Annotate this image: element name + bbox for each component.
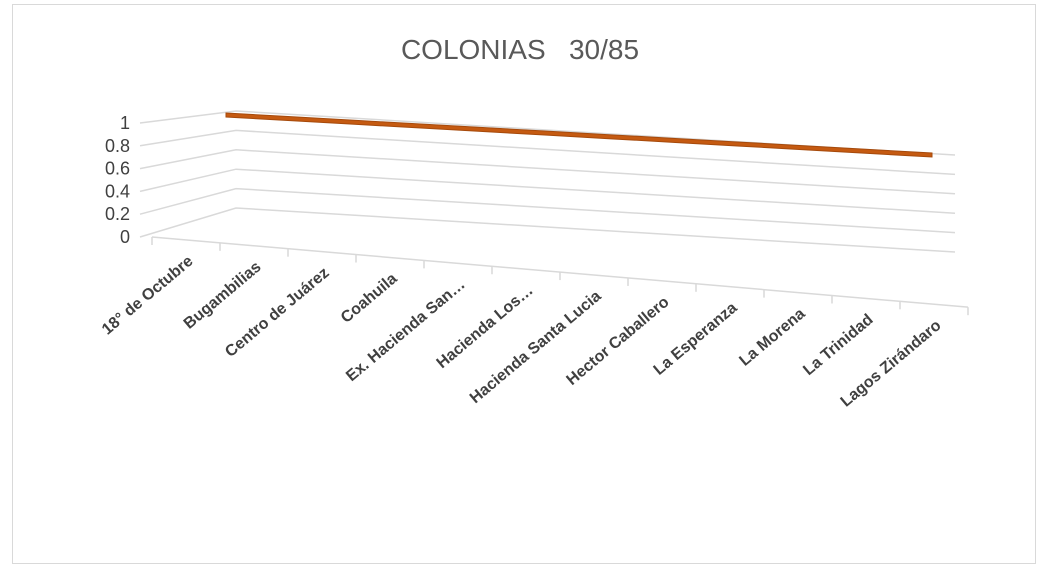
x-tick-label: Coahuila	[338, 270, 401, 327]
y-tick-label: 0.6	[105, 159, 130, 179]
gridline	[140, 189, 955, 233]
x-tick-label: 18° de Octubre	[99, 253, 197, 339]
gridline	[140, 130, 955, 174]
series-ribbon	[226, 113, 932, 157]
y-tick-label: 0.8	[105, 136, 130, 156]
y-tick-label: 0.4	[105, 181, 130, 201]
gridline	[140, 169, 955, 213]
y-tick-label: 0.2	[105, 204, 130, 224]
x-tick-label: La Morena	[736, 305, 808, 370]
series-line	[226, 113, 932, 157]
gridline	[140, 150, 955, 194]
y-tick-label: 1	[120, 113, 130, 133]
y-axis-tick-labels: 0 0.2 0.40.6 0.8 1	[105, 113, 130, 247]
x-tick-label: Hacienda Santa Lucia	[467, 288, 605, 407]
x-tick-label: La Trinidad	[800, 311, 876, 379]
gridline	[140, 208, 955, 252]
y-tick-label: 0	[120, 227, 130, 247]
